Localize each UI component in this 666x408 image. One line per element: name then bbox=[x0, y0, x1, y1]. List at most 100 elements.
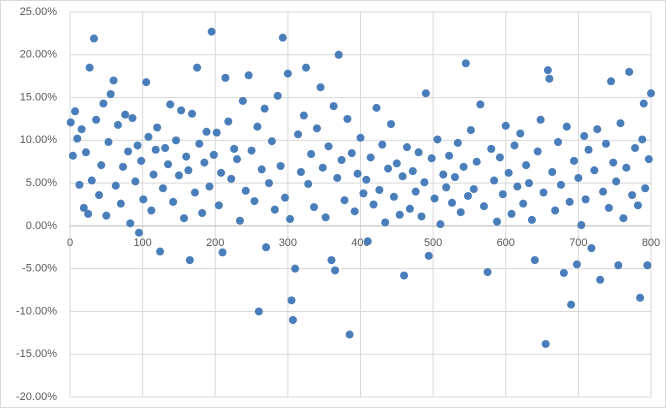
point bbox=[264, 179, 273, 188]
point bbox=[296, 167, 305, 176]
point bbox=[286, 215, 295, 224]
point bbox=[420, 178, 429, 187]
point bbox=[233, 155, 242, 164]
point bbox=[590, 166, 599, 175]
point bbox=[299, 111, 308, 120]
point bbox=[121, 110, 130, 119]
point bbox=[631, 144, 640, 153]
point bbox=[109, 76, 118, 85]
y-tick-label: 25.00% bbox=[20, 6, 58, 18]
point bbox=[607, 77, 616, 86]
point bbox=[405, 204, 414, 213]
point bbox=[504, 168, 513, 177]
point bbox=[636, 293, 645, 302]
point bbox=[235, 216, 244, 225]
point bbox=[543, 66, 552, 75]
point bbox=[363, 237, 372, 246]
point bbox=[207, 27, 216, 36]
point bbox=[87, 176, 96, 185]
point bbox=[436, 220, 445, 229]
point bbox=[174, 171, 183, 180]
point bbox=[450, 173, 459, 182]
point bbox=[85, 63, 94, 72]
point bbox=[217, 168, 226, 177]
point bbox=[188, 109, 197, 118]
point bbox=[366, 153, 375, 162]
point bbox=[559, 268, 568, 277]
point bbox=[398, 172, 407, 181]
point bbox=[144, 132, 153, 141]
point bbox=[581, 195, 590, 204]
point bbox=[262, 243, 271, 252]
point bbox=[184, 166, 193, 175]
point bbox=[106, 90, 115, 99]
point bbox=[102, 211, 111, 220]
point bbox=[126, 219, 135, 228]
point bbox=[253, 122, 262, 131]
point bbox=[95, 191, 104, 200]
point bbox=[469, 185, 478, 194]
point bbox=[128, 114, 137, 123]
point bbox=[539, 188, 548, 197]
point bbox=[161, 144, 170, 153]
point bbox=[601, 139, 610, 148]
point bbox=[353, 169, 362, 178]
point bbox=[609, 158, 618, 167]
point bbox=[321, 213, 330, 222]
x-tick-label: 100 bbox=[133, 237, 151, 249]
point bbox=[151, 145, 160, 154]
point bbox=[461, 59, 470, 68]
point bbox=[84, 209, 93, 218]
point bbox=[493, 217, 502, 226]
point bbox=[278, 33, 287, 42]
point bbox=[310, 203, 319, 212]
x-tick-label: 300 bbox=[279, 237, 297, 249]
x-tick-label: 500 bbox=[424, 237, 442, 249]
point bbox=[372, 103, 381, 112]
point bbox=[302, 63, 311, 72]
point bbox=[97, 161, 106, 170]
point bbox=[294, 130, 303, 139]
point bbox=[614, 261, 623, 270]
point bbox=[142, 78, 151, 87]
point bbox=[421, 89, 430, 98]
point bbox=[524, 179, 533, 188]
point bbox=[230, 144, 239, 153]
point bbox=[333, 173, 342, 182]
point bbox=[501, 121, 510, 130]
point bbox=[104, 138, 113, 147]
point bbox=[644, 155, 653, 164]
point bbox=[198, 209, 207, 218]
point bbox=[307, 150, 316, 159]
point bbox=[400, 271, 409, 280]
point bbox=[227, 174, 236, 183]
point bbox=[548, 167, 557, 176]
point bbox=[276, 162, 285, 170]
y-tick-label: 20.00% bbox=[20, 49, 58, 61]
point bbox=[343, 114, 352, 123]
y-tick-label: 5.00% bbox=[26, 177, 57, 189]
point bbox=[442, 183, 451, 192]
point bbox=[541, 339, 550, 348]
point bbox=[131, 177, 140, 186]
point bbox=[466, 126, 475, 135]
point bbox=[476, 100, 485, 109]
x-tick-label: 200 bbox=[206, 237, 224, 249]
point bbox=[124, 147, 133, 156]
point bbox=[209, 150, 218, 159]
point bbox=[395, 210, 404, 219]
point bbox=[356, 133, 365, 142]
point bbox=[92, 115, 101, 124]
point bbox=[331, 266, 340, 275]
point bbox=[190, 188, 199, 197]
point bbox=[522, 161, 531, 170]
point bbox=[139, 195, 148, 204]
point bbox=[200, 158, 209, 167]
point bbox=[158, 184, 167, 193]
point bbox=[448, 198, 457, 207]
point bbox=[427, 154, 436, 163]
point bbox=[334, 50, 343, 59]
point bbox=[565, 197, 574, 206]
